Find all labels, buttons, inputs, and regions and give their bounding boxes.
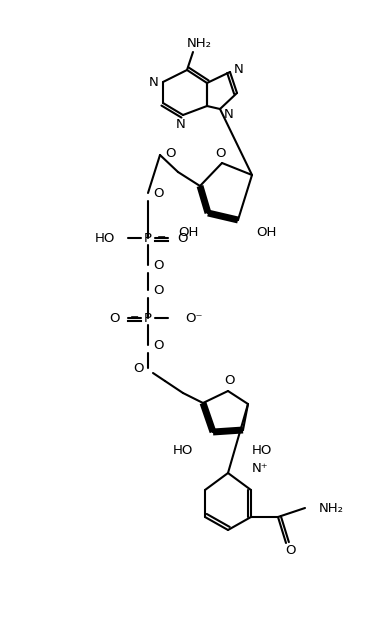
Text: =: = bbox=[156, 233, 166, 243]
Text: NH₂: NH₂ bbox=[319, 502, 344, 515]
Text: O: O bbox=[153, 259, 163, 271]
Text: =: = bbox=[129, 313, 139, 323]
Text: N: N bbox=[224, 108, 234, 120]
Text: HO: HO bbox=[173, 444, 193, 456]
Text: N: N bbox=[176, 118, 186, 131]
Text: O: O bbox=[153, 339, 163, 351]
Text: NH₂: NH₂ bbox=[187, 36, 212, 49]
Text: O: O bbox=[177, 232, 187, 244]
Text: P: P bbox=[144, 232, 152, 244]
Text: HO: HO bbox=[95, 232, 115, 244]
Text: O: O bbox=[133, 362, 143, 374]
Text: P: P bbox=[144, 312, 152, 324]
Text: O: O bbox=[215, 147, 225, 159]
Text: O: O bbox=[285, 545, 295, 557]
Text: O: O bbox=[224, 374, 234, 387]
Text: HO: HO bbox=[252, 444, 272, 456]
Text: N⁺: N⁺ bbox=[252, 461, 269, 474]
Text: N: N bbox=[234, 63, 244, 76]
Text: N: N bbox=[149, 76, 159, 88]
Text: O: O bbox=[153, 186, 163, 200]
Text: OH: OH bbox=[178, 225, 198, 239]
Text: O: O bbox=[153, 284, 163, 296]
Text: O: O bbox=[165, 147, 175, 159]
Text: O⁻: O⁻ bbox=[185, 312, 203, 324]
Text: O: O bbox=[109, 312, 119, 324]
Text: OH: OH bbox=[256, 225, 276, 239]
